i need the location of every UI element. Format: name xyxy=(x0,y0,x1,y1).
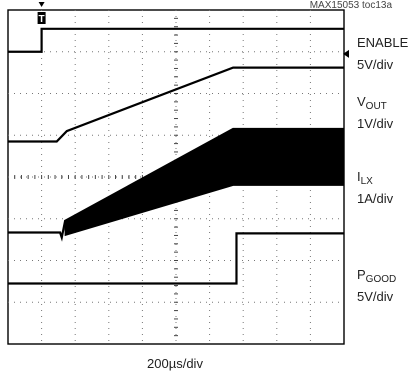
level-marker-icon xyxy=(343,49,349,58)
channel-scale-ilx: 1A/div xyxy=(357,191,394,206)
channel-label-ilx: ILX 1A/div xyxy=(357,168,393,207)
channel-name-enable: ENABLE xyxy=(357,35,408,50)
plot-traces xyxy=(8,27,345,285)
pgood-trace xyxy=(8,232,344,285)
figure-reference-id: MAX15053 toc13a xyxy=(309,0,392,11)
channel-label-vout: VOUT 1V/div xyxy=(357,93,393,132)
channel-scale-vout: 1V/div xyxy=(357,116,394,131)
vout-trace xyxy=(8,66,344,143)
trigger-arrow-icon xyxy=(38,2,45,7)
channel-scale-pgood: 5V/div xyxy=(357,289,394,304)
channel-scale-enable: 5V/div xyxy=(357,57,394,72)
ilx-trace xyxy=(8,127,344,242)
channel-name-ilx: ILX xyxy=(357,169,373,187)
channel-name-vout: VOUT xyxy=(357,94,387,112)
channel-name-pgood: PGOOD xyxy=(357,267,397,285)
enable-trace xyxy=(8,27,344,53)
plot-markers: T xyxy=(37,2,349,58)
channel-label-enable: ENABLE 5V/div xyxy=(357,34,408,73)
trigger-marker-icon xyxy=(37,12,46,24)
x-axis-timebase: 200µs/div xyxy=(147,356,203,371)
trigger-marker-label: T xyxy=(39,14,45,25)
channel-label-pgood: PGOOD 5V/div xyxy=(357,266,396,305)
